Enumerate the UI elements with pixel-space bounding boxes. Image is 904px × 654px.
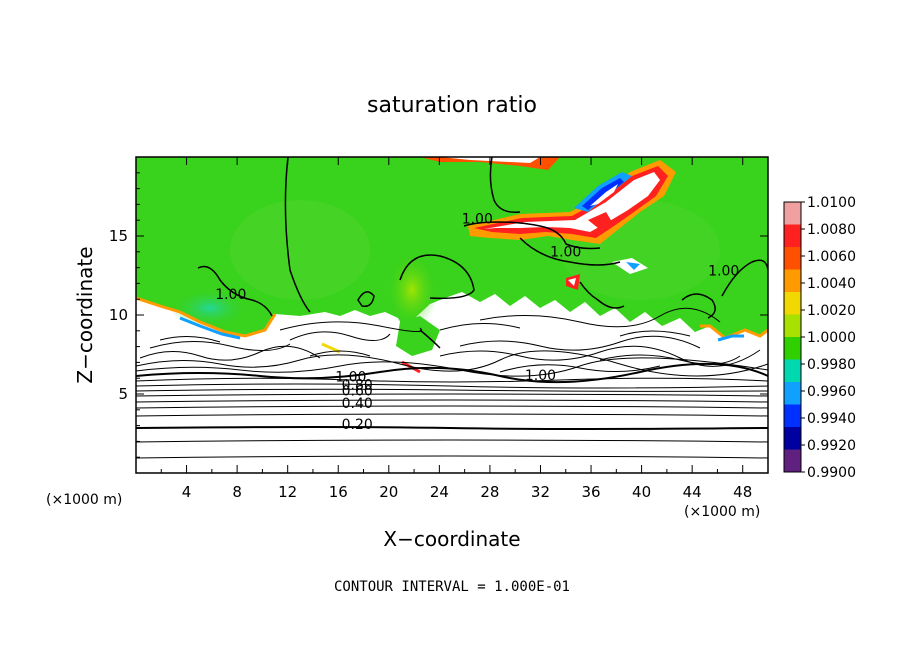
x-tick-label: 48 [733,483,752,501]
contour-label: 0.80 [342,377,373,393]
y-tick-label: 10 [109,306,128,324]
y-axis-ticks: 5 10 15 [109,172,768,458]
colorbar-swatch [784,314,801,338]
contour-label: 0.60 [342,384,373,400]
colorbar-swatch [784,427,801,450]
chart-title: saturation ratio [367,93,537,118]
colorbar-label: 1.0080 [807,222,856,238]
contour-label: 0.40 [342,396,373,412]
colorbar-label: 1.0100 [807,195,856,211]
y-tick-label: 15 [109,227,128,245]
colorbar-label: 0.9980 [807,357,856,373]
contour-label: 1.00 [335,369,366,385]
colorbar-swatch [784,292,801,315]
colorbar-label: 0.9940 [807,411,856,427]
colorbar-swatch [784,224,801,248]
x-unit-label-right: (×1000 m) [684,504,760,520]
contour-label: 1.00 [708,264,739,280]
x-tick-label: 12 [278,483,297,501]
x-tick-label: 24 [430,483,449,501]
colorbar-swatch [784,449,801,473]
y-tick-label: 5 [118,385,128,403]
x-axis-ticks: 4 8 12 16 20 24 28 32 36 40 44 48 [160,157,752,501]
colorbar-label: 0.9920 [807,438,856,454]
colorbar-swatch [784,404,801,428]
cloud-top-rim [136,296,768,374]
colorbar-swatch [784,202,801,225]
plot-area: 1.001.001.001.001.001.000.800.600.400.20 [136,157,768,473]
y-axis-label: Z−coordinate [73,246,97,383]
colorbar-swatch [784,337,801,360]
x-tick-label: 36 [581,483,600,501]
contour-label-layer: 1.001.001.001.001.001.000.800.600.400.20 [215,211,739,433]
colorbar-swatch [784,269,801,293]
contour-label: 1.00 [525,368,556,384]
colorbar-label: 0.9960 [807,384,856,400]
x-axis-label: X−coordinate [383,527,520,551]
contour-interval-note: CONTOUR INTERVAL = 1.000E-01 [334,579,570,595]
x-tick-label: 32 [531,483,550,501]
colorbar-swatch [784,382,801,405]
colorbar-label: 0.9900 [807,465,856,481]
x-tick-label: 40 [632,483,651,501]
x-tick-label: 28 [480,483,499,501]
colorbar-label: 1.0000 [807,330,856,346]
x-tick-label: 16 [329,483,348,501]
colorbar-swatch [784,247,801,270]
colorbar: 1.0100 1.0080 1.0060 1.0040 1.0020 1.0000 0.99… [783,195,856,481]
contour-label: 1.00 [550,245,581,261]
colorbar-swatch [784,359,801,383]
x-tick-label: 8 [232,483,242,501]
contour-lines [136,157,768,459]
colorbar-label: 1.0020 [807,303,856,319]
contour-label: 1.00 [462,211,493,227]
x-tick-label: 20 [379,483,398,501]
contour-label: 0.20 [342,417,373,433]
colorbar-label: 1.0060 [807,249,856,265]
contour-label: 1.00 [215,287,246,303]
x-unit-label-left: (×1000 m) [46,492,122,508]
x-tick-label: 44 [683,483,702,501]
colorbar-label: 1.0040 [807,276,856,292]
x-tick-label: 4 [182,483,192,501]
